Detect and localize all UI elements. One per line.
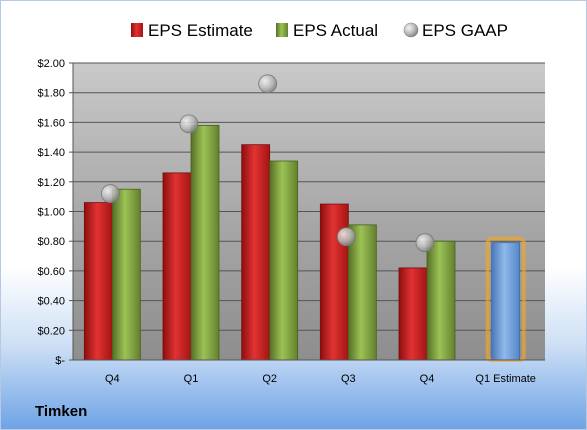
y-tick-label: $1.80	[37, 88, 65, 100]
dot-eps-gaap	[179, 114, 199, 134]
dot-eps-gaap	[336, 227, 356, 247]
dot-eps-gaap	[258, 74, 278, 94]
bar-eps-actual	[426, 240, 456, 361]
y-tick-label: $0.20	[37, 325, 65, 337]
y-tick-label: $1.40	[37, 147, 65, 159]
bar-eps-estimate	[398, 267, 428, 361]
dot-eps-gaap	[100, 184, 120, 204]
bar-eps-estimate	[162, 172, 192, 361]
x-tick-label: Q1 Estimate	[475, 373, 536, 385]
x-tick-label: Q4	[420, 373, 435, 385]
y-tick-label: $1.20	[37, 177, 65, 189]
bar-eps-estimate	[83, 202, 113, 361]
legend-swatch	[403, 22, 419, 38]
y-tick-label: $0.40	[37, 296, 65, 308]
bar-eps-actual	[111, 188, 141, 361]
y-tick-label: $1.00	[37, 207, 65, 219]
bar-eps-estimate	[319, 203, 349, 361]
bar-eps-actual	[190, 124, 220, 361]
y-tick-label: $2.00	[37, 58, 65, 70]
company-name: Timken	[35, 403, 88, 420]
x-tick-label: Q4	[105, 373, 120, 385]
bar-eps-actual	[347, 224, 377, 361]
legend-label: EPS Actual	[293, 21, 378, 40]
y-tick-label: $1.60	[37, 117, 65, 129]
bar-eps-forecast	[491, 242, 521, 361]
legend-swatch	[276, 23, 288, 37]
y-tick-label: $-	[55, 355, 65, 367]
legend-label: EPS Estimate	[148, 21, 253, 40]
y-tick-label: $0.80	[37, 236, 65, 248]
y-tick-label: $0.60	[37, 266, 65, 278]
x-tick-label: Q2	[262, 373, 277, 385]
bar-eps-actual	[269, 160, 299, 361]
x-tick-label: Q3	[341, 373, 356, 385]
bar-eps-estimate	[241, 144, 271, 361]
legend-swatch	[131, 23, 143, 37]
legend-label: EPS GAAP	[422, 21, 508, 40]
x-tick-label: Q1	[184, 373, 199, 385]
dot-eps-gaap	[415, 233, 435, 253]
